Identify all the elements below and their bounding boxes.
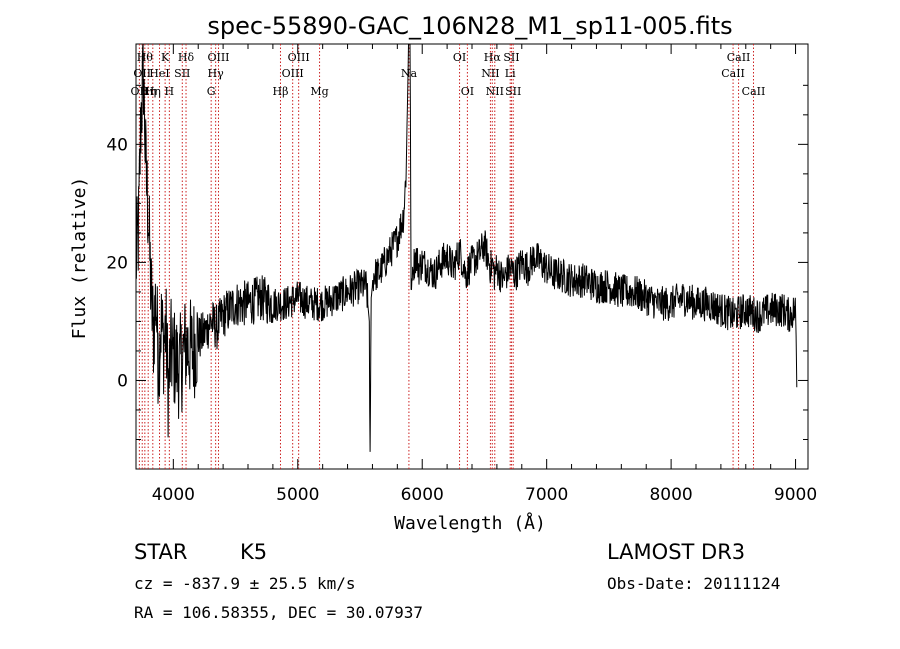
line-label-h: H [165, 85, 175, 98]
line-label-hβ: Hβ [273, 85, 289, 98]
x-axis-ticks: 4000 5000 6000 7000 8000 9000 [152, 44, 817, 505]
line-label-nii: NII [486, 85, 504, 98]
line-labels: OIIOIIHθHηHηHeIKHSIIHδGHγOIIIHβOIIIOIIIM… [131, 51, 766, 98]
spectrum-line [135, 43, 798, 452]
line-label-caii: CaII [742, 85, 766, 98]
redshift-cz: cz = -837.9 ± 25.5 km/s [134, 574, 356, 593]
line-label-oi: OI [461, 85, 474, 98]
x-tick-label: 5000 [276, 485, 319, 505]
star-subclass: K5 [240, 540, 268, 564]
coordinates: RA = 106.58355, DEC = 30.07937 [134, 603, 423, 622]
y-tick-label: 40 [106, 135, 128, 155]
x-tick-label: 4000 [152, 485, 195, 505]
x-tick-label: 8000 [649, 485, 692, 505]
survey-name: LAMOST DR3 [607, 540, 746, 564]
line-label-nii: NII [481, 67, 499, 80]
x-axis-label: Wavelength (Å) [394, 512, 546, 534]
line-label-oiii: OIII [207, 51, 229, 64]
plot-frame [135, 43, 809, 470]
line-label-oiii: OIII [282, 67, 304, 80]
line-label-mg: Mg [310, 85, 328, 98]
line-label-na: Na [401, 67, 418, 80]
line-label-k: K [161, 51, 170, 64]
x-tick-label: 6000 [401, 485, 444, 505]
y-axis-label: Flux (relative) [69, 177, 90, 340]
y-tick-label: 0 [117, 371, 128, 391]
line-label-hδ: Hδ [178, 51, 195, 64]
line-label-hγ: Hγ [208, 67, 225, 80]
chart-title: spec-55890-GAC_106N28_M1_sp11-005.fits [207, 12, 732, 40]
line-label-caii: CaII [727, 51, 751, 64]
line-label-caii: CaII [721, 67, 745, 80]
line-label-li: Li [505, 67, 516, 80]
line-label-g: G [207, 85, 216, 98]
line-label-oi: OI [453, 51, 466, 64]
line-label-hη: Hη [145, 85, 161, 98]
obs-date: Obs-Date: 20111124 [607, 574, 781, 593]
line-label-hα: Hα [484, 51, 502, 64]
line-label-hθ: Hθ [137, 51, 154, 64]
y-tick-label: 20 [106, 253, 128, 273]
star-class: STAR [134, 540, 188, 564]
line-label-sii: SII [503, 51, 519, 64]
line-label-oiii: OIII [288, 51, 310, 64]
line-label-hei: HeI [149, 67, 169, 80]
line-label-sii: SII [174, 67, 190, 80]
x-tick-label: 9000 [774, 485, 817, 505]
line-label-sii: SII [505, 85, 521, 98]
x-tick-label: 7000 [525, 485, 568, 505]
